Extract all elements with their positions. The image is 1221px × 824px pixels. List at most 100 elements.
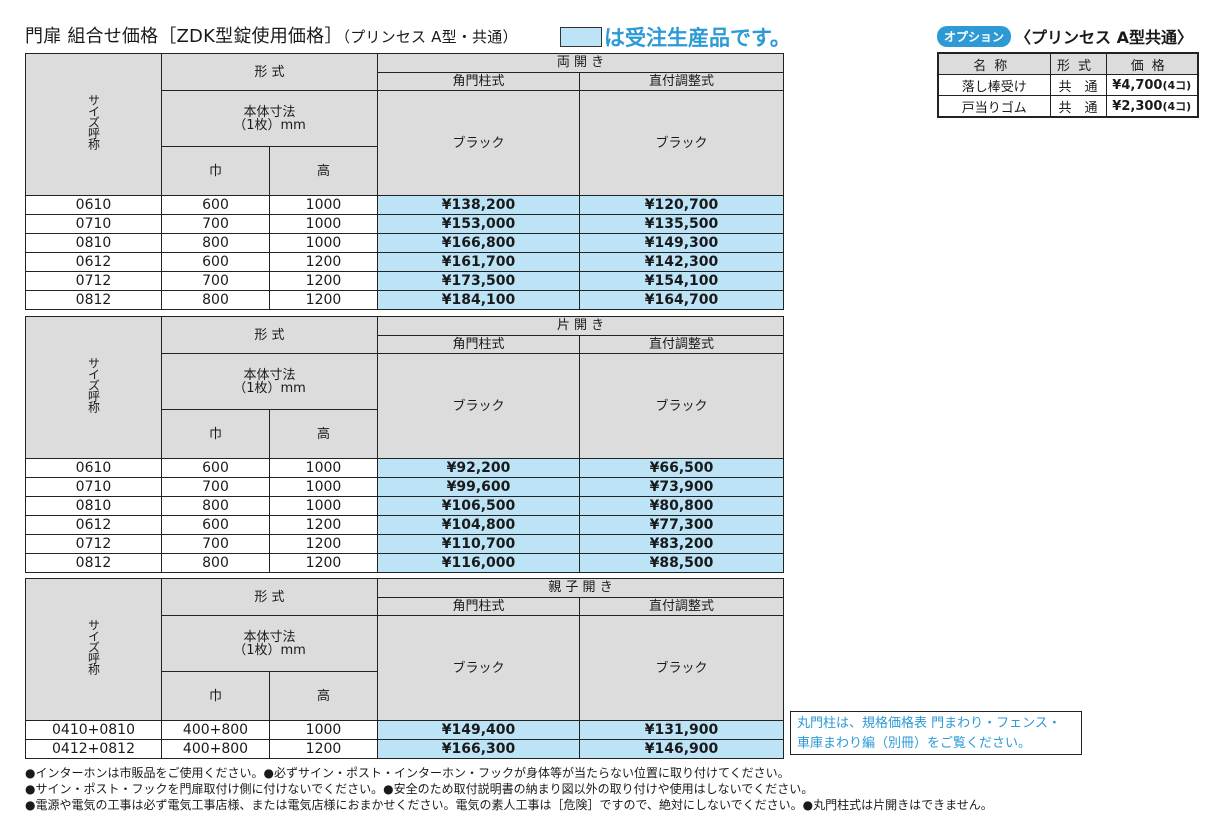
price-direct-adjust: ¥142,300 [579, 252, 784, 272]
square-post-header: 角門柱式 [377, 596, 580, 616]
height-cell: 1000 [269, 458, 378, 478]
price-direct-adjust: ¥80,800 [579, 496, 784, 516]
width-cell: 600 [161, 195, 270, 215]
options-col-price: 価格 [1105, 52, 1199, 75]
square-post-header: 角門柱式 [377, 71, 580, 91]
size-cell: 0712 [25, 534, 162, 554]
price-square-post: ¥104,800 [377, 515, 580, 535]
title-main: 門扉 組合せ価格［ZDK型錠使用価格］ [25, 26, 343, 47]
body-size-header: 本体寸法 （1枚）mm [161, 353, 378, 410]
width-cell: 700 [161, 271, 270, 291]
size-header-label: サイズ呼称 [86, 357, 101, 412]
direct-adjust-header: 直付調整式 [579, 71, 784, 91]
table-row: 0610 600 1000 ¥138,200 ¥120,700 [25, 195, 784, 215]
size-cell: 0812 [25, 553, 162, 573]
format-header: 形 式 [161, 53, 378, 91]
table-row: 0612 600 1200 ¥161,700 ¥142,300 [25, 252, 784, 272]
width-header: 巾 [161, 409, 270, 459]
legend-text: は受注生産品です。 [604, 26, 791, 50]
made-to-order-legend: は受注生産品です。 [560, 22, 791, 52]
color-header: ブラック [377, 615, 580, 721]
height-cell: 1000 [269, 214, 378, 234]
width-cell: 800 [161, 233, 270, 253]
width-cell: 600 [161, 252, 270, 272]
color-header: ブラック [579, 615, 784, 721]
color-header: ブラック [579, 90, 784, 196]
height-cell: 1200 [269, 271, 378, 291]
options-table: 名称 形式 価格 落し棒受け 共 通 ¥4,700(4コ) 戸当りゴム 共 通 … [937, 52, 1199, 118]
option-name: 落し棒受け [937, 74, 1051, 96]
size-cell: 0710 [25, 214, 162, 234]
table-row: 0410+0810 400+800 1000 ¥149,400 ¥131,900 [25, 720, 784, 740]
height-cell: 1200 [269, 252, 378, 272]
color-header: ブラック [377, 90, 580, 196]
table-row: 0710 700 1000 ¥99,600 ¥73,900 [25, 477, 784, 497]
title-sub: （プリンセス A型・共通） [342, 28, 518, 46]
width-cell: 800 [161, 496, 270, 516]
price-direct-adjust: ¥146,900 [579, 739, 784, 759]
height-cell: 1000 [269, 233, 378, 253]
width-cell: 400+800 [161, 739, 270, 759]
price-square-post: ¥166,300 [377, 739, 580, 759]
header-row: 角門柱式 直付調整式 [26, 334, 784, 354]
price-square-post: ¥153,000 [377, 214, 580, 234]
height-header: 高 [269, 671, 378, 721]
footnotes: ●インターホンは市販品をご使用ください。●必ずサイン・ポスト・インターホン・フッ… [25, 765, 993, 813]
square-post-header: 角門柱式 [377, 334, 580, 354]
page-title: 門扉 組合せ価格［ZDK型錠使用価格］（プリンセス A型・共通） [25, 22, 518, 48]
height-cell: 1200 [269, 534, 378, 554]
height-cell: 1200 [269, 739, 378, 759]
size-cell: 0810 [25, 233, 162, 253]
option-price-value: ¥4,700 [1112, 78, 1163, 93]
height-cell: 1000 [269, 195, 378, 215]
size-header: サイズ呼称 [25, 53, 162, 196]
size-cell: 0410+0810 [25, 720, 162, 740]
price-square-post: ¥116,000 [377, 553, 580, 573]
price-square-post: ¥173,500 [377, 271, 580, 291]
size-cell: 0710 [25, 477, 162, 497]
width-cell: 600 [161, 458, 270, 478]
size-cell: 0810 [25, 496, 162, 516]
header-row: 角門柱式 直付調整式 [26, 596, 784, 616]
size-header-label: サイズ呼称 [86, 94, 101, 149]
price-square-post: ¥161,700 [377, 252, 580, 272]
option-price: ¥2,300(4コ) [1105, 95, 1199, 118]
height-header: 高 [269, 146, 378, 196]
table-row: 0712 700 1200 ¥110,700 ¥83,200 [25, 534, 784, 554]
price-direct-adjust: ¥73,900 [579, 477, 784, 497]
price-table: サイズ呼称形 式片 開 き角門柱式 直付調整式 本体寸法 （1枚）mm ブラック ブラック… [25, 316, 784, 573]
size-cell: 0412+0812 [25, 739, 162, 759]
size-header-label: サイズ呼称 [86, 619, 101, 674]
body-size-label: 本体寸法 [243, 104, 296, 120]
option-price-unit: (4コ) [1162, 100, 1192, 113]
price-direct-adjust: ¥149,300 [579, 233, 784, 253]
header-row: サイズ呼称 形 式親 子 開 き [25, 578, 784, 721]
width-cell: 800 [161, 290, 270, 310]
option-price-unit: (4コ) [1162, 79, 1192, 92]
legend-swatch [560, 27, 602, 47]
price-direct-adjust: ¥131,900 [579, 720, 784, 740]
width-cell: 800 [161, 553, 270, 573]
height-cell: 1200 [269, 515, 378, 535]
width-cell: 700 [161, 214, 270, 234]
body-size-label: 本体寸法 [243, 629, 296, 645]
price-square-post: ¥166,800 [377, 233, 580, 253]
price-table: サイズ呼称形 式両 開 き角門柱式 直付調整式 本体寸法 （1枚）mm ブラック ブラック… [25, 53, 784, 310]
size-cell: 0612 [25, 252, 162, 272]
price-square-post: ¥106,500 [377, 496, 580, 516]
height-header: 高 [269, 409, 378, 459]
table-row: 0810 800 1000 ¥166,800 ¥149,300 [25, 233, 784, 253]
size-cell: 0610 [25, 458, 162, 478]
body-size-header: 本体寸法 （1枚）mm [161, 90, 378, 147]
format-header: 形 式 [161, 316, 378, 354]
body-size-unit: （1枚）mm [233, 380, 306, 396]
header-row: 本体寸法 （1枚）mm ブラック ブラック [26, 615, 784, 721]
table-row: 0810 800 1000 ¥106,500 ¥80,800 [25, 496, 784, 516]
height-cell: 1000 [269, 496, 378, 516]
options-col-name: 名称 [937, 52, 1051, 75]
footnote: ●サイン・ポスト・フックを門扉取付け側に付けないでください。●安全のため取付説明… [25, 782, 814, 796]
note-line: 丸門柱は、規格価格表 門まわり・フェンス・ [797, 716, 1061, 731]
header-row: 本体寸法 （1枚）mm ブラック ブラック [26, 90, 784, 196]
size-cell: 0712 [25, 271, 162, 291]
width-header: 巾 [161, 671, 270, 721]
